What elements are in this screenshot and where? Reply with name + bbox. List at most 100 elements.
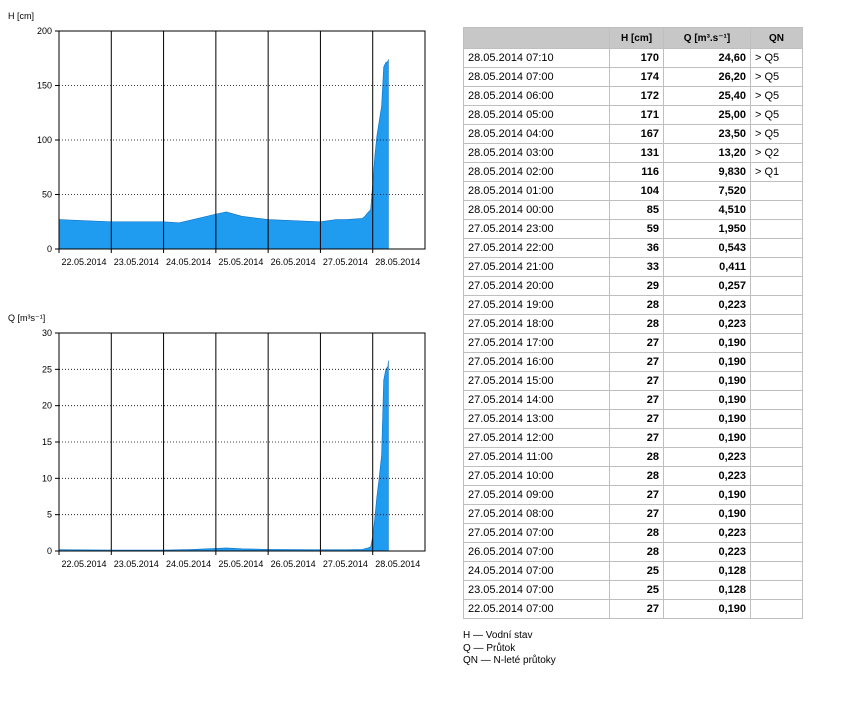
cell-h: 28 <box>609 314 664 334</box>
table-row: 28.05.2014 00:00 85 4,510 <box>463 200 803 220</box>
cell-q: 0,257 <box>663 276 751 296</box>
table-row: 28.05.2014 05:00 171 25,00 > Q5 <box>463 105 803 125</box>
cell-time: 28.05.2014 06:00 <box>463 86 610 106</box>
cell-qn <box>750 219 803 239</box>
cell-h: 27 <box>609 599 664 619</box>
cell-h: 33 <box>609 257 664 277</box>
y-tick-label: 150 <box>37 81 52 91</box>
cell-q: 0,223 <box>663 295 751 315</box>
cell-qn <box>750 504 803 524</box>
x-tick-label: 26.05.2014 <box>271 257 316 267</box>
cell-qn <box>750 447 803 467</box>
cell-qn <box>750 200 803 220</box>
water-level-chart: 0 50 100 150 200 22.05.2014 23.05.2014 24.05.20… <box>0 0 430 275</box>
table-row: 27.05.2014 15:00 27 0,190 <box>463 371 803 391</box>
cell-q: 1,950 <box>663 219 751 239</box>
y-tick-label: 100 <box>37 135 52 145</box>
cell-qn <box>750 599 803 619</box>
table-row: 28.05.2014 02:00 116 9,830 > Q1 <box>463 162 803 182</box>
cell-time: 28.05.2014 02:00 <box>463 162 610 182</box>
table-row: 28.05.2014 01:00 104 7,520 <box>463 181 803 201</box>
table-row: 27.05.2014 10:00 28 0,223 <box>463 466 803 486</box>
cell-qn: > Q1 <box>750 162 803 182</box>
legend-item-h: H — Vodní stav <box>463 630 533 641</box>
cell-qn <box>750 542 803 562</box>
cell-qn <box>750 485 803 505</box>
cell-q: 0,411 <box>663 257 751 277</box>
table-row: 27.05.2014 11:00 28 0,223 <box>463 447 803 467</box>
area-series <box>58 59 389 250</box>
cell-h: 29 <box>609 276 664 296</box>
table-row: 28.05.2014 06:00 172 25,40 > Q5 <box>463 86 803 106</box>
cell-time: 28.05.2014 00:00 <box>463 200 610 220</box>
cell-time: 28.05.2014 07:00 <box>463 67 610 87</box>
table-row: 27.05.2014 13:00 27 0,190 <box>463 409 803 429</box>
cell-q: 0,190 <box>663 485 751 505</box>
table-row: 28.05.2014 07:00 174 26,20 > Q5 <box>463 67 803 87</box>
y-tick-label: 200 <box>37 26 52 36</box>
table-row: 27.05.2014 08:00 27 0,190 <box>463 504 803 524</box>
cell-h: 104 <box>609 181 664 201</box>
cell-time: 27.05.2014 15:00 <box>463 371 610 391</box>
cell-qn <box>750 295 803 315</box>
cell-q: 13,20 <box>663 143 751 163</box>
table-row: 27.05.2014 20:00 29 0,257 <box>463 276 803 296</box>
cell-q: 0,190 <box>663 371 751 391</box>
cell-time: 27.05.2014 16:00 <box>463 352 610 372</box>
cell-time: 27.05.2014 17:00 <box>463 333 610 353</box>
x-tick-label: 28.05.2014 <box>375 257 420 267</box>
y-axis-label: H [cm] <box>8 11 34 21</box>
cell-h: 85 <box>609 200 664 220</box>
cell-h: 25 <box>609 580 664 600</box>
cell-qn <box>750 352 803 372</box>
x-tick-label: 26.05.2014 <box>271 559 316 569</box>
cell-h: 28 <box>609 523 664 543</box>
y-tick-label: 50 <box>42 190 52 200</box>
cell-time: 27.05.2014 19:00 <box>463 295 610 315</box>
cell-h: 59 <box>609 219 664 239</box>
cell-h: 170 <box>609 48 664 68</box>
table-row: 23.05.2014 07:00 25 0,128 <box>463 580 803 600</box>
cell-h: 25 <box>609 561 664 581</box>
cell-time: 27.05.2014 11:00 <box>463 447 610 467</box>
cell-time: 27.05.2014 21:00 <box>463 257 610 277</box>
cell-qn <box>750 333 803 353</box>
y-tick-label: 0 <box>47 244 52 254</box>
table-row: 27.05.2014 12:00 27 0,190 <box>463 428 803 448</box>
column-header-h: H [cm] <box>609 27 664 49</box>
cell-qn <box>750 523 803 543</box>
x-tick-label: 22.05.2014 <box>61 257 106 267</box>
cell-qn <box>750 409 803 429</box>
cell-qn: > Q5 <box>750 86 803 106</box>
table-row: 27.05.2014 22:00 36 0,543 <box>463 238 803 258</box>
cell-q: 0,190 <box>663 599 751 619</box>
table-row: 28.05.2014 03:00 131 13,20 > Q2 <box>463 143 803 163</box>
cell-time: 27.05.2014 13:00 <box>463 409 610 429</box>
x-tick-label: 25.05.2014 <box>218 257 263 267</box>
table-row: 27.05.2014 07:00 28 0,223 <box>463 523 803 543</box>
cell-time: 28.05.2014 03:00 <box>463 143 610 163</box>
table-row: 27.05.2014 18:00 28 0,223 <box>463 314 803 334</box>
cell-h: 28 <box>609 295 664 315</box>
cell-q: 0,190 <box>663 409 751 429</box>
table-row: 27.05.2014 19:00 28 0,223 <box>463 295 803 315</box>
y-tick-label: 5 <box>47 510 52 520</box>
cell-qn: > Q5 <box>750 48 803 68</box>
cell-qn <box>750 314 803 334</box>
cell-q: 7,520 <box>663 181 751 201</box>
cell-q: 0,128 <box>663 580 751 600</box>
cell-h: 27 <box>609 333 664 353</box>
column-header-time <box>463 27 610 49</box>
cell-q: 25,40 <box>663 86 751 106</box>
cell-time: 27.05.2014 07:00 <box>463 523 610 543</box>
column-header-qn: QN <box>750 27 803 49</box>
cell-h: 131 <box>609 143 664 163</box>
x-tick-label: 23.05.2014 <box>114 257 159 267</box>
table-row: 27.05.2014 09:00 27 0,190 <box>463 485 803 505</box>
cell-h: 174 <box>609 67 664 87</box>
x-tick-label: 24.05.2014 <box>166 559 211 569</box>
discharge-chart: 0 5 10 15 20 25 30 22.05.2014 23.05.2014 24.05.20… <box>0 302 430 577</box>
cell-qn <box>750 390 803 410</box>
cell-time: 28.05.2014 01:00 <box>463 181 610 201</box>
cell-q: 0,223 <box>663 466 751 486</box>
